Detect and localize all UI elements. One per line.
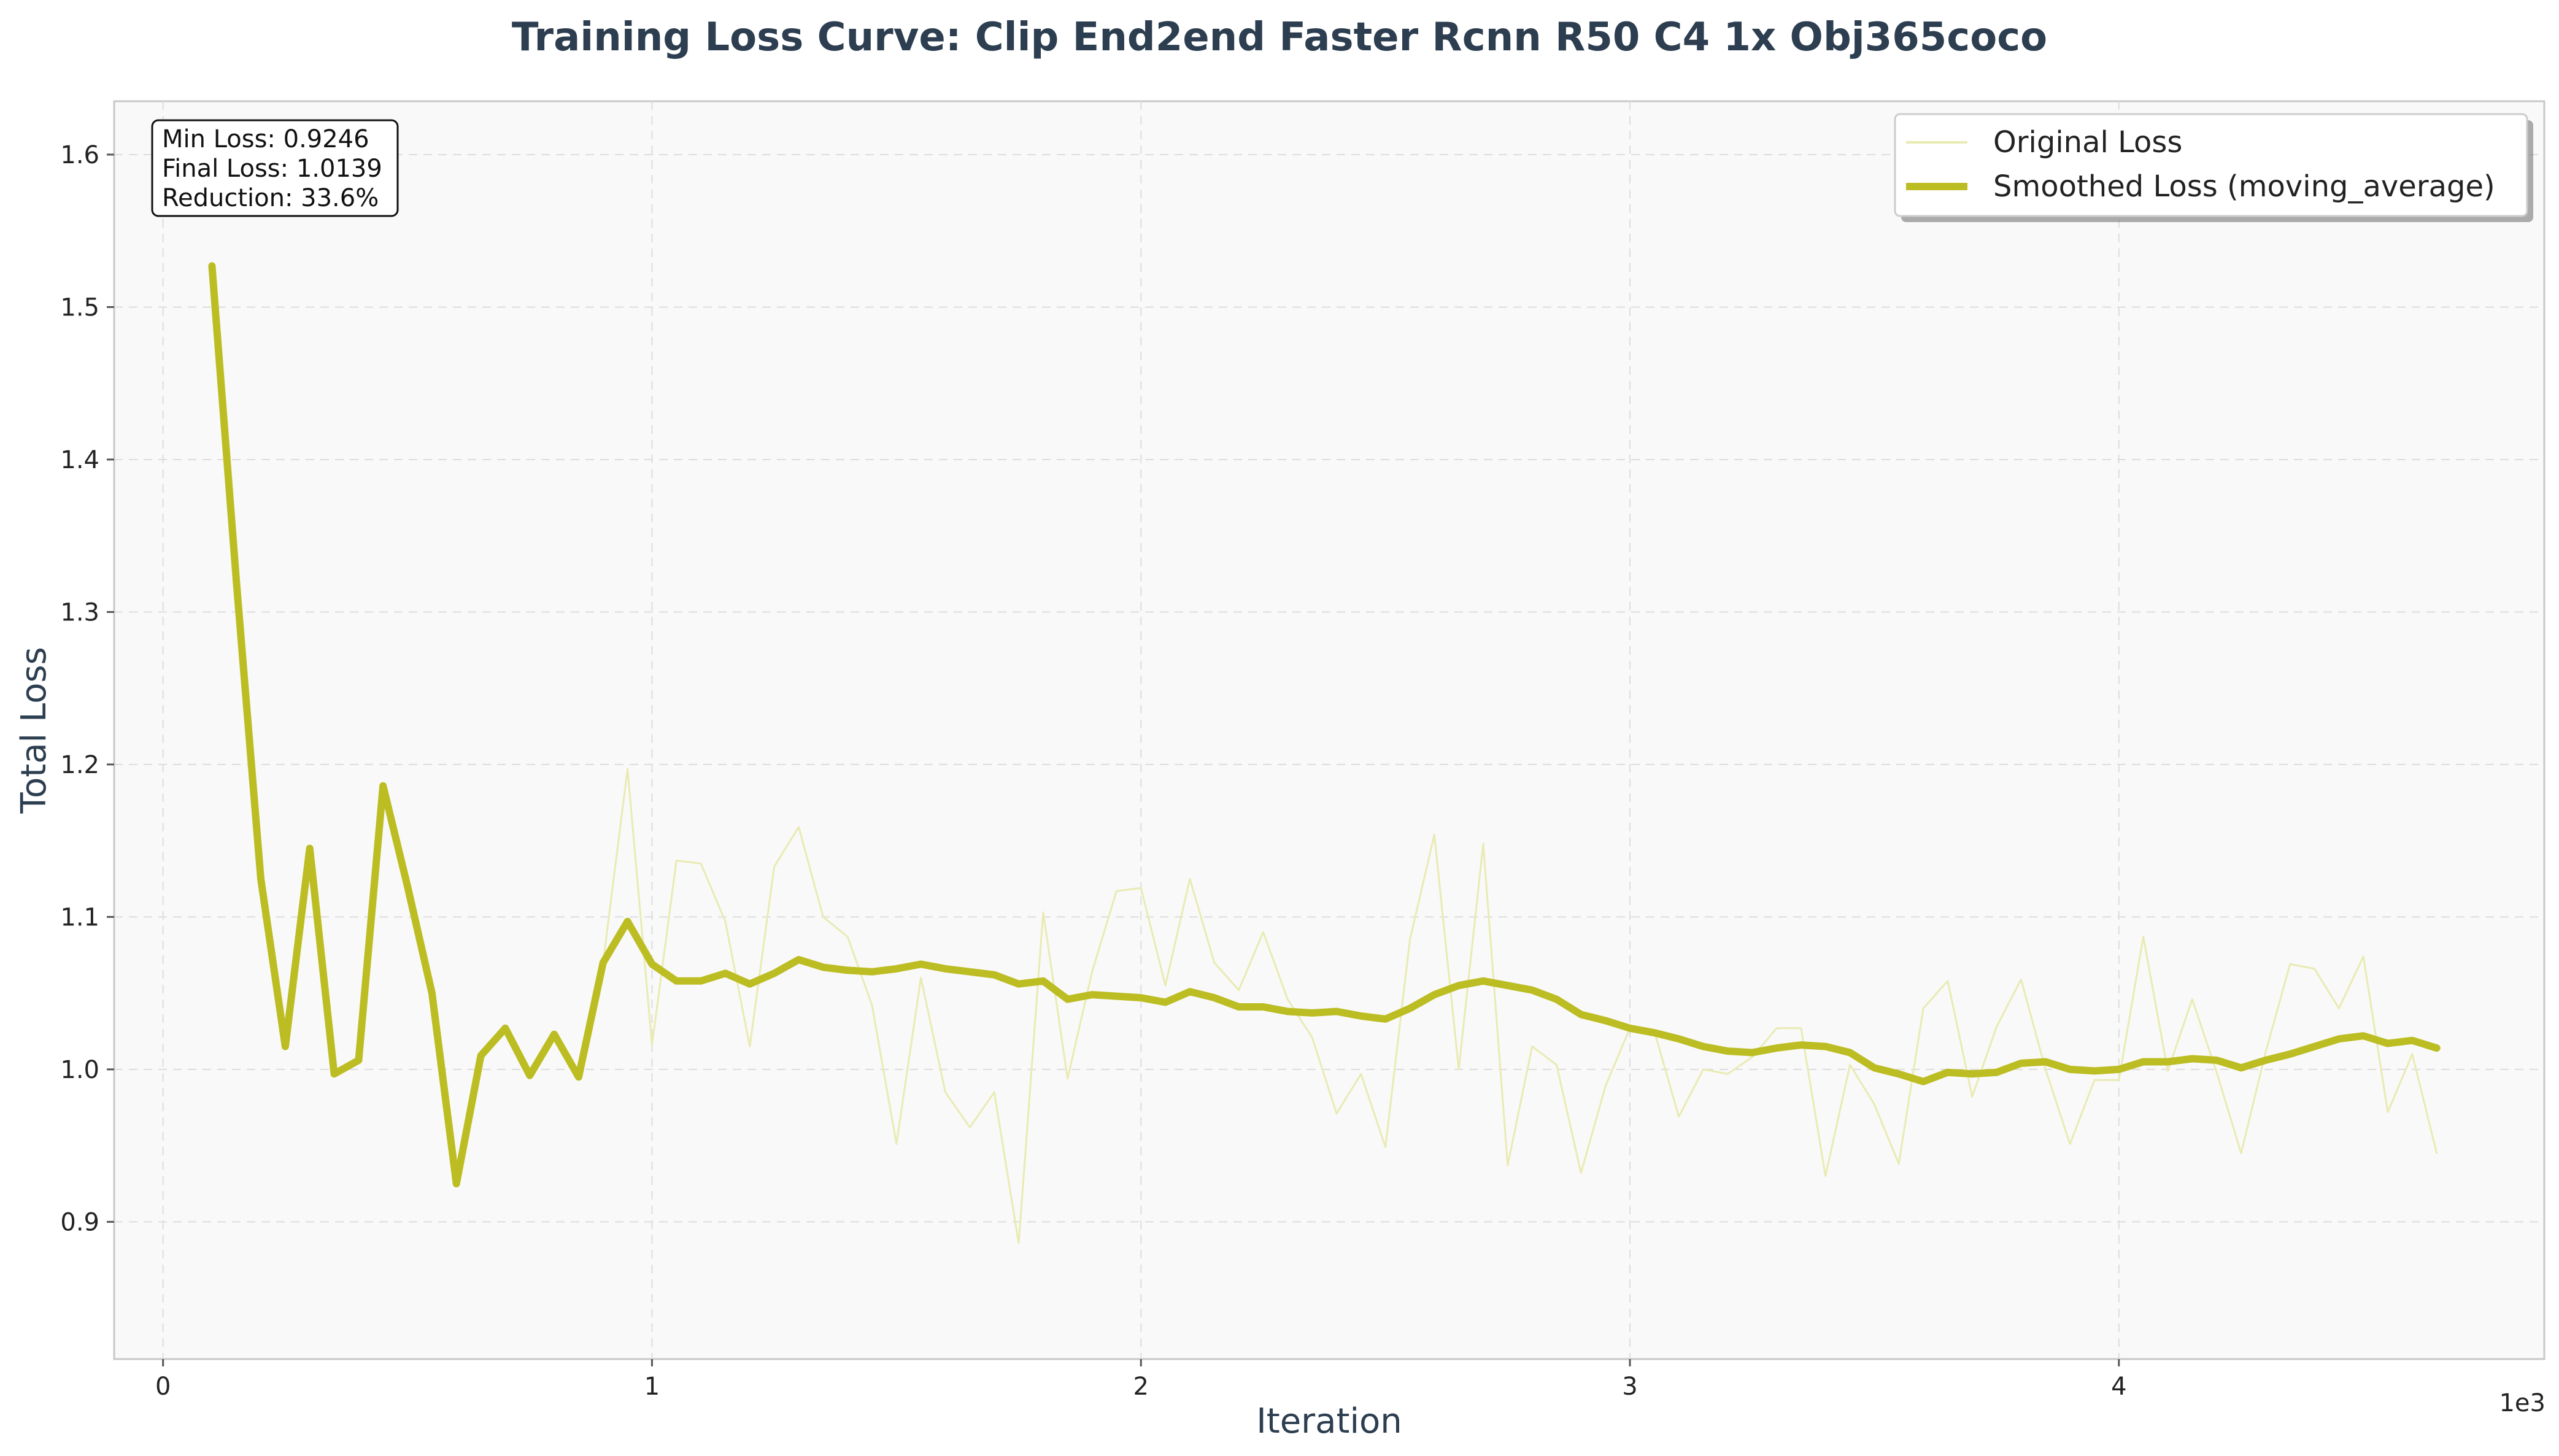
x-offset-label: 1e3 (2499, 1389, 2545, 1417)
legend-label-original: Original Loss (1993, 125, 2182, 160)
x-tick-label: 0 (155, 1373, 171, 1401)
y-tick-label: 1.3 (60, 598, 99, 626)
stats-reduction: Reduction: 33.6% (162, 184, 379, 212)
x-tick-label: 2 (1133, 1373, 1149, 1401)
x-tick-label: 1 (644, 1373, 660, 1401)
y-axis-label: Total Loss (14, 647, 54, 814)
y-tick-label: 0.9 (60, 1208, 99, 1236)
x-axis-label: Iteration (1256, 1401, 1402, 1441)
plot-area (113, 100, 2545, 1360)
y-tick-label: 1.4 (60, 446, 99, 474)
legend-label-smoothed: Smoothed Loss (moving_average) (1993, 169, 2495, 204)
legend: Original Loss Smoothed Loss (moving_aver… (1894, 113, 2533, 222)
y-tick-label: 1.0 (60, 1056, 99, 1084)
chart-title: Training Loss Curve: Clip End2end Faster… (512, 15, 2047, 60)
series-lines (208, 262, 2441, 1244)
y-axis: 0.9 1.0 1.1 1.2 1.3 1.4 1.5 1.6 (60, 141, 114, 1236)
smoothed-loss-line (208, 262, 2441, 1188)
x-tick-label: 3 (1622, 1373, 1637, 1401)
stats-final-loss: Final Loss: 1.0139 (162, 155, 382, 183)
y-tick-label: 1.5 (60, 293, 99, 322)
x-axis: 0 1 2 3 4 (155, 1359, 2127, 1401)
y-tick-label: 1.6 (60, 141, 99, 169)
x-tick-label: 4 (2111, 1373, 2126, 1401)
stats-min-loss: Min Loss: 0.9246 (162, 125, 369, 153)
y-tick-label: 1.2 (60, 751, 99, 779)
stats-box: Min Loss: 0.9246 Final Loss: 1.0139 Redu… (151, 119, 399, 217)
y-tick-label: 1.1 (60, 903, 99, 931)
